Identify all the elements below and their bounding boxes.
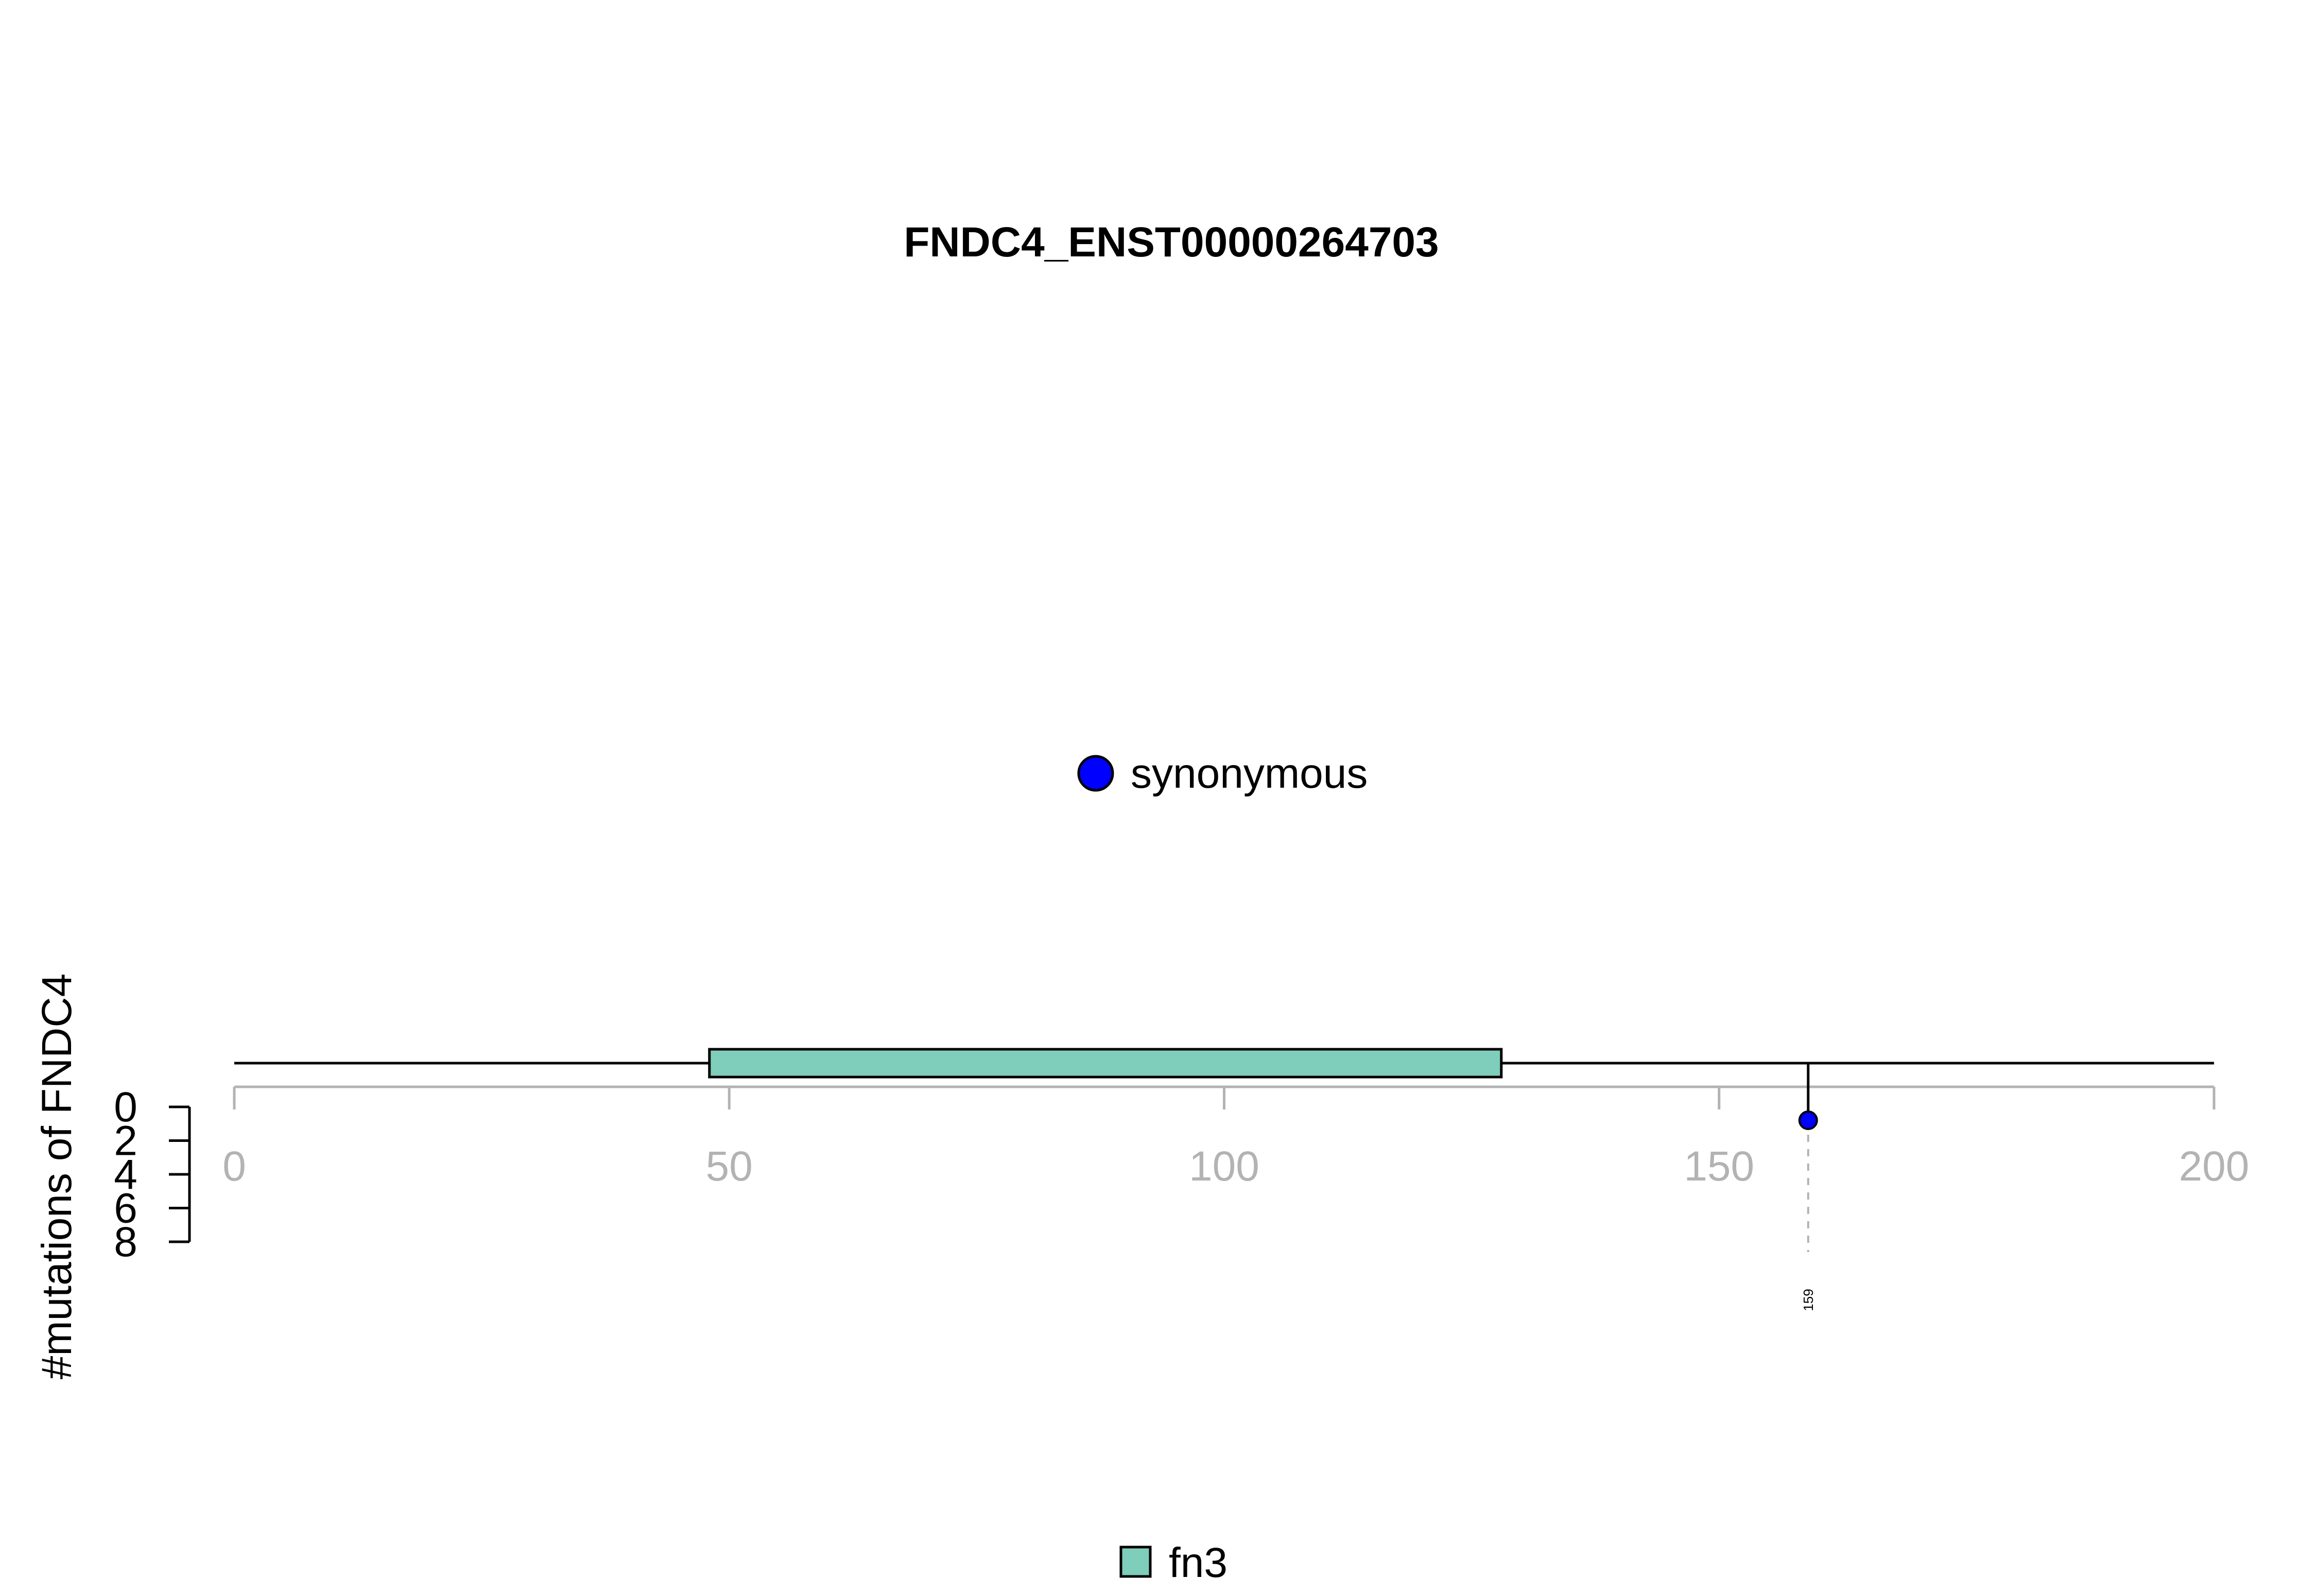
protein-track	[234, 1048, 2214, 1079]
y-tick-label-4: 8	[114, 1219, 137, 1265]
y-tick-label-0: 0	[114, 1084, 137, 1131]
mutation-point-0	[1798, 1111, 1818, 1130]
mutations-layer: 159	[1798, 1063, 1818, 1311]
y-tick-label-1: 2	[114, 1118, 137, 1165]
legend-fn3-swatch	[1119, 1546, 1152, 1578]
x-axis: 0 50 100 150 200	[222, 1085, 2250, 1190]
domain-fn3	[708, 1048, 1503, 1079]
x-tick-label-4: 200	[2179, 1143, 2250, 1190]
x-tick-label-0: 0	[222, 1143, 246, 1190]
legend-fn3-label: fn3	[1169, 1539, 1227, 1586]
legend-synonymous-marker	[1077, 755, 1114, 792]
x-tick-label-1: 50	[706, 1143, 753, 1190]
y-axis-label: #mutations of FNDC4	[33, 974, 80, 1379]
legend-synonymous-label: synonymous	[1131, 750, 1368, 797]
mutation-position-label-0: 159	[1801, 1289, 1816, 1311]
mutation-legend: synonymous	[1077, 750, 1368, 797]
y-tick-label-3: 6	[114, 1185, 137, 1232]
domain-legend: fn3	[1119, 1539, 1227, 1586]
y-tick-label-2: 4	[114, 1151, 137, 1198]
x-tick-label-2: 100	[1189, 1143, 1259, 1190]
x-tick-label-3: 150	[1684, 1143, 1754, 1190]
chart-title: FNDC4_ENST00000264703	[904, 219, 1439, 266]
